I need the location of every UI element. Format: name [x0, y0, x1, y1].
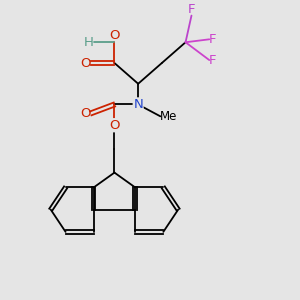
Text: H: H: [84, 36, 94, 49]
Text: O: O: [109, 119, 120, 132]
Text: F: F: [188, 3, 195, 16]
Text: Me: Me: [160, 110, 178, 123]
Text: O: O: [80, 56, 91, 70]
Text: O: O: [80, 107, 91, 120]
Text: O: O: [109, 29, 120, 42]
Text: N: N: [133, 98, 143, 111]
Text: F: F: [209, 33, 217, 46]
Text: F: F: [209, 53, 217, 67]
